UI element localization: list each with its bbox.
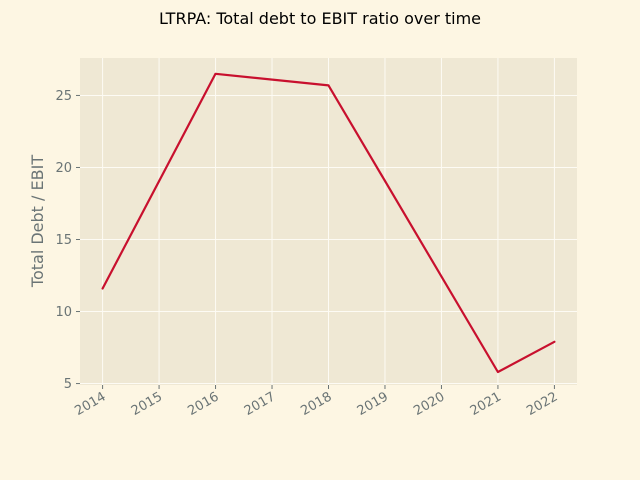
chart-title: LTRPA: Total debt to EBIT ratio over tim…	[159, 9, 481, 28]
y-tick-label: 20	[55, 161, 72, 176]
y-tick-label: 5	[64, 377, 72, 392]
y-tick-label: 15	[55, 233, 72, 248]
y-axis-ticks: 5 10 15 20 25	[55, 89, 80, 392]
x-tick-label: 2021	[468, 389, 504, 419]
grid-lines	[80, 58, 577, 385]
x-tick-label: 2015	[129, 389, 165, 419]
x-tick-label: 2022	[524, 389, 560, 419]
x-axis-ticks: 2014 2015 2016 2017 2018 2019 2020 2021 2022	[72, 385, 560, 419]
x-tick-label: 2016	[185, 389, 221, 419]
y-axis-label: Total Debt / EBIT	[28, 155, 47, 288]
x-tick-label: 2014	[72, 389, 108, 419]
x-tick-label: 2018	[298, 389, 334, 419]
x-tick-label: 2020	[411, 389, 447, 419]
x-tick-label: 2019	[355, 389, 391, 419]
x-tick-label: 2017	[242, 389, 278, 419]
series-line	[101, 72, 556, 374]
y-tick-label: 25	[55, 89, 72, 104]
series-layer	[101, 72, 556, 374]
y-tick-label: 10	[55, 305, 72, 320]
